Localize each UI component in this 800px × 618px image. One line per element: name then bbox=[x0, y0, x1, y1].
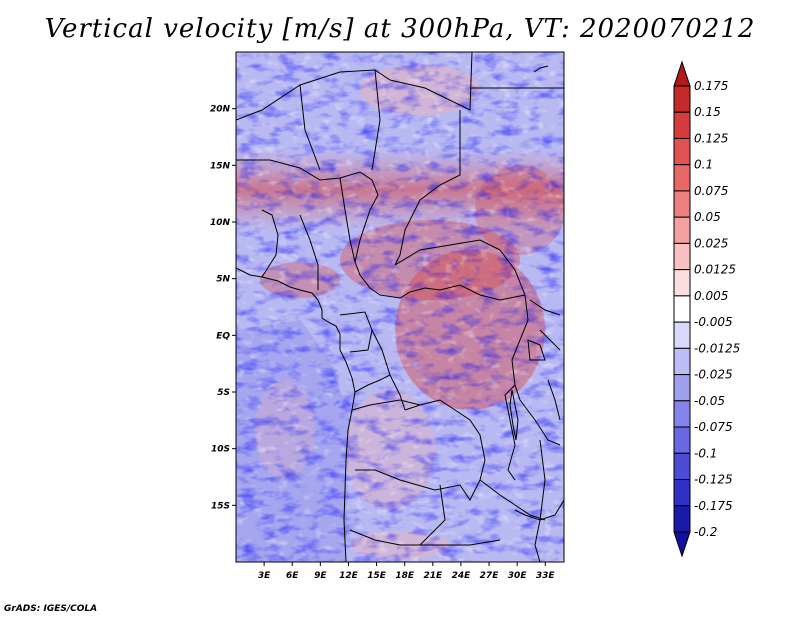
colorbar-label: -0.125 bbox=[694, 473, 733, 487]
colorbar-label: 0.15 bbox=[694, 105, 721, 119]
colorbar-swatch bbox=[673, 400, 691, 428]
colorbar-label: -0.075 bbox=[694, 420, 733, 434]
grads-credit: GrADS: IGES/COLA bbox=[4, 604, 98, 614]
colorbar-top-arrow bbox=[673, 60, 691, 87]
colorbar-label: 0.0125 bbox=[694, 263, 736, 277]
lon-tick-label: 18E bbox=[395, 571, 415, 581]
colorbar-swatch bbox=[673, 347, 691, 376]
lon-tick-label: 27E bbox=[480, 571, 500, 581]
lat-tick-label: 20N bbox=[210, 105, 231, 115]
colorbar: 0.175 0.15 0.125 0.1 0.075 0.05 0.025 0.0125 0.0… bbox=[673, 60, 740, 558]
lat-tick-label: 15N bbox=[210, 161, 231, 171]
colorbar-swatch bbox=[673, 452, 691, 481]
lon-tick-label: 21E bbox=[423, 571, 443, 581]
map-frame bbox=[235, 51, 565, 563]
colorbar-bottom-arrow bbox=[673, 531, 691, 558]
longitude-axis: 3E 6E 9E 12E 15E 18E 21E 24E 27E 30E 33E bbox=[258, 562, 556, 581]
colorbar-label: -0.005 bbox=[694, 315, 733, 329]
colorbar-label: 0.005 bbox=[694, 289, 728, 303]
colorbar-swatch bbox=[673, 374, 691, 402]
lat-tick-label: 15S bbox=[211, 501, 230, 511]
lat-tick-label: 10N bbox=[210, 218, 231, 228]
colorbar-swatch bbox=[673, 216, 691, 244]
colorbar-label: -0.05 bbox=[694, 394, 725, 408]
colorbar-swatch bbox=[673, 137, 691, 166]
colorbar-label: 0.075 bbox=[694, 184, 728, 198]
colorbar-swatch bbox=[673, 479, 691, 507]
lat-tick-label: EQ bbox=[216, 331, 230, 341]
lon-tick-label: 24E bbox=[452, 571, 472, 581]
colorbar-swatch bbox=[673, 426, 691, 454]
colorbar-swatch bbox=[673, 242, 691, 271]
colorbar-swatch bbox=[673, 164, 691, 192]
colorbar-swatch bbox=[673, 85, 691, 113]
lon-tick-label: 6E bbox=[286, 571, 299, 581]
lat-tick-label: 5S bbox=[217, 388, 230, 398]
colorbar-label: 0.125 bbox=[694, 131, 728, 145]
colorbar-label: 0.025 bbox=[694, 236, 728, 250]
colorbar-label: 0.1 bbox=[694, 158, 713, 172]
colorbar-label: -0.1 bbox=[694, 446, 717, 460]
lon-tick-label: 9E bbox=[314, 571, 327, 581]
colorbar-label: 0.05 bbox=[694, 210, 721, 224]
lon-tick-label: 12E bbox=[339, 571, 359, 581]
colorbar-swatch bbox=[673, 190, 691, 218]
colorbar-swatch bbox=[673, 295, 691, 323]
lon-tick-label: 30E bbox=[508, 571, 528, 581]
colorbar-label: 0.175 bbox=[694, 79, 728, 93]
colorbar-swatch bbox=[673, 321, 691, 349]
lat-tick-label: 10S bbox=[211, 445, 230, 455]
colorbar-label: -0.2 bbox=[694, 525, 717, 539]
colorbar-label: -0.025 bbox=[694, 368, 733, 382]
latitude-axis: 20N 15N 10N 5N EQ 5S 10S 15S bbox=[210, 105, 236, 511]
colorbar-swatch bbox=[673, 269, 691, 297]
lat-tick-label: 5N bbox=[216, 275, 230, 285]
colorbar-label: -0.175 bbox=[694, 499, 733, 513]
lon-tick-label: 15E bbox=[367, 571, 387, 581]
colorbar-swatch bbox=[673, 505, 691, 533]
lon-tick-label: 33E bbox=[536, 571, 556, 581]
coastlines-borders bbox=[236, 52, 564, 562]
colorbar-swatch bbox=[673, 111, 691, 139]
map-title: Vertical velocity [m/s] at 300hPa, VT: 2… bbox=[44, 14, 756, 44]
lon-tick-label: 3E bbox=[258, 571, 271, 581]
colorbar-label: -0.0125 bbox=[694, 341, 740, 355]
vertical-velocity-field bbox=[236, 52, 564, 562]
